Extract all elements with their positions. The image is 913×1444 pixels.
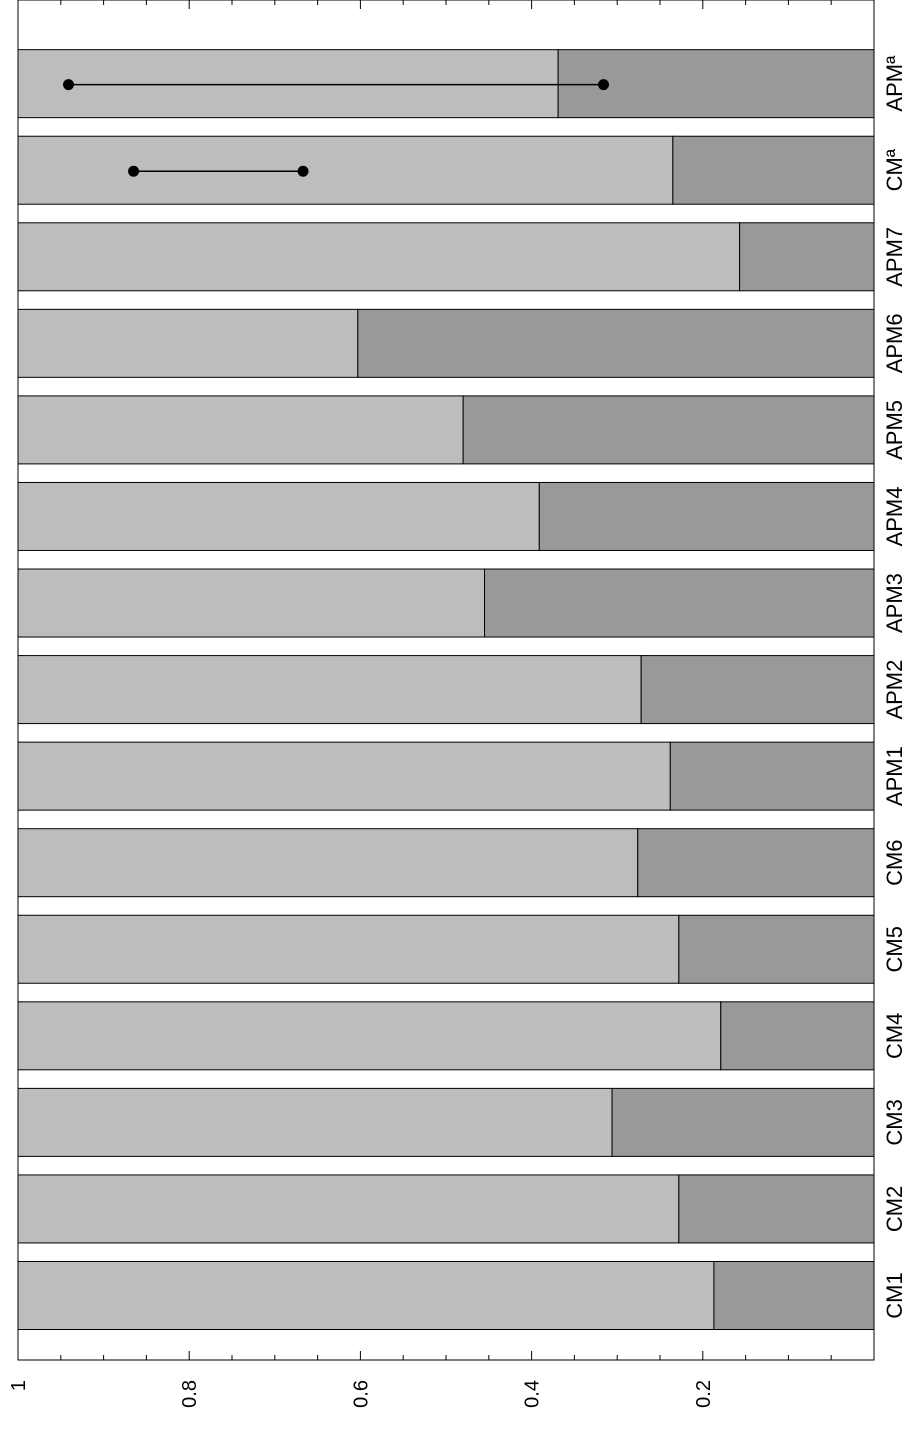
category-label: APM7 — [882, 227, 907, 287]
bar-segment-dark — [357, 308, 875, 378]
bars-layer — [17, 49, 875, 1330]
x-tick-label: 0.4 — [522, 1380, 544, 1408]
bar-segment-light — [17, 481, 540, 551]
bar-segment-dark — [557, 49, 875, 119]
category-label: APM5 — [882, 400, 907, 460]
bar-segment-dark — [640, 655, 875, 725]
category-label: CMª — [882, 148, 907, 191]
bar-segment-light — [17, 741, 671, 811]
error-bar-cap — [63, 79, 75, 91]
category-label: APM2 — [882, 660, 907, 720]
error-bar-cap — [598, 79, 610, 91]
bar-segment-dark — [484, 568, 875, 638]
category-label: APM6 — [882, 313, 907, 373]
x-tick-label: 0.8 — [179, 1380, 201, 1408]
bar-segment-dark — [713, 1261, 875, 1330]
bar-segment-dark — [669, 741, 875, 811]
bar-segment-light — [17, 1261, 715, 1330]
bar-segment-light — [17, 135, 674, 205]
bar-segment-dark — [611, 1087, 875, 1157]
bar-segment-dark — [739, 222, 875, 292]
bar-segment-light — [17, 1001, 722, 1071]
bar-segment-light — [17, 568, 486, 638]
bar-segment-light — [17, 1087, 613, 1157]
category-label: APM4 — [882, 486, 907, 546]
error-bars-layer — [63, 79, 610, 177]
bar-segment-light — [17, 655, 642, 725]
bar-segment-dark — [678, 1174, 875, 1244]
error-bar-cap — [297, 165, 309, 177]
error-bar-cap — [128, 165, 140, 177]
bar-segment-light — [17, 49, 559, 119]
category-label: APMª — [882, 55, 907, 112]
bar-segment-light — [17, 395, 464, 465]
category-label: CM4 — [882, 1013, 907, 1059]
x-tick-label: 1 — [8, 1380, 30, 1391]
category-label: APM3 — [882, 573, 907, 633]
category-label: CM1 — [882, 1272, 907, 1318]
category-label: CM5 — [882, 926, 907, 972]
bar-segment-light — [17, 308, 359, 378]
labels-layer: 1 0.8 0.6 0.4 0.2 CM1 CM2 CM3 CM4 CM5 CM6 APM1 APM2 A… — [8, 55, 907, 1408]
category-label: APM1 — [882, 746, 907, 806]
bar-segment-dark — [678, 914, 875, 984]
bar-segment-light — [17, 1174, 680, 1244]
bar-segment-dark — [672, 135, 875, 205]
x-tick-label: 0.6 — [350, 1380, 372, 1408]
category-label: CM6 — [882, 839, 907, 885]
bar-segment-light — [17, 828, 639, 898]
category-label: CM2 — [882, 1186, 907, 1232]
x-tick-label: 0.2 — [693, 1380, 715, 1408]
category-label: CM3 — [882, 1099, 907, 1145]
bar-segment-light — [17, 914, 680, 984]
bar-segment-light — [17, 222, 741, 292]
bar-segment-dark — [538, 481, 875, 551]
bar-segment-dark — [462, 395, 875, 465]
bar-segment-dark — [720, 1001, 875, 1071]
bar-segment-dark — [637, 828, 875, 898]
